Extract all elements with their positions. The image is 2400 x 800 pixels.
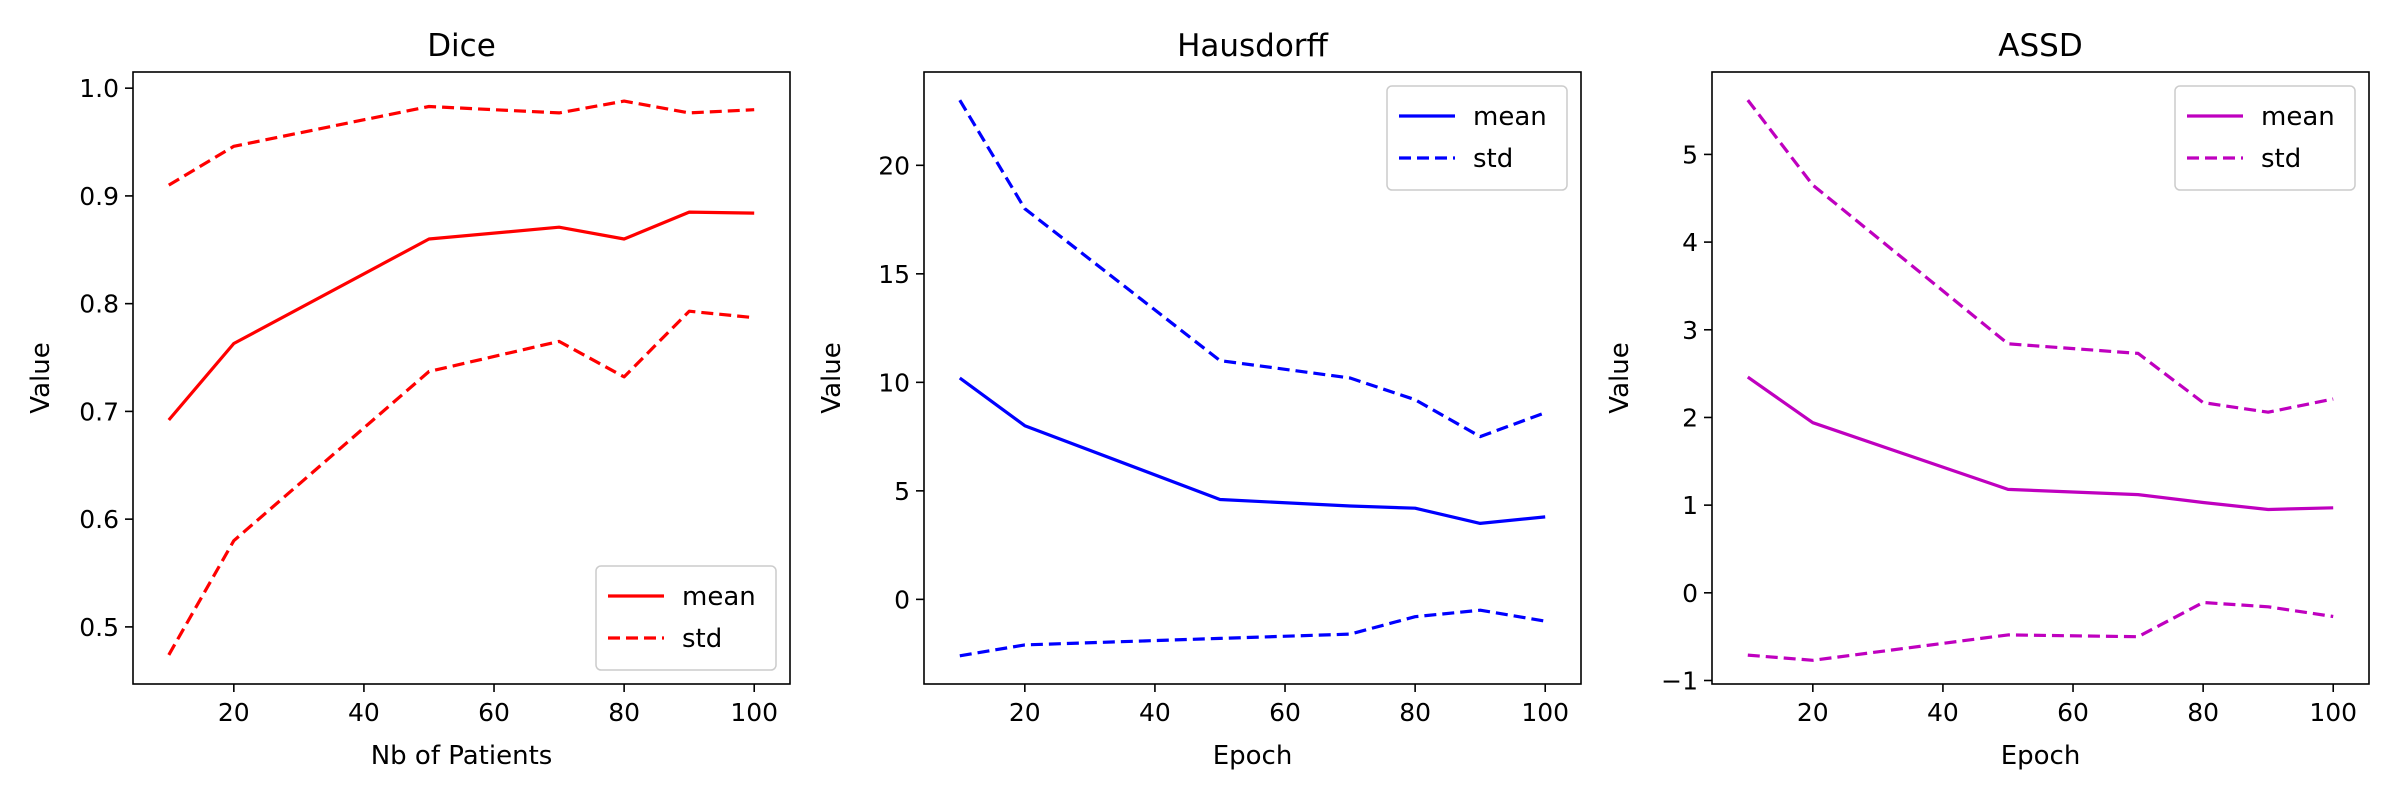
series-line-std-0 — [167, 99, 755, 187]
y-axis-label-1: Value — [817, 342, 847, 413]
x-axis-label-2: Epoch — [2001, 741, 2081, 771]
legend-box-1 — [1386, 85, 1568, 191]
y-tick-label-2-6: 5 — [1682, 140, 1698, 169]
series-line-lower-2-0 — [167, 309, 755, 656]
chart-title-1: Hausdorff — [1177, 28, 1328, 64]
y-tick-label-2-0: −1 — [1661, 666, 1698, 695]
legend-2: mean std — [2174, 85, 2356, 191]
x-tick-label-0-3: 80 — [608, 698, 640, 727]
y-tick-label-0-3: 0.8 — [79, 290, 119, 319]
chart-title-0: Dice — [427, 28, 496, 64]
x-tick-label-2-4: 100 — [2309, 698, 2357, 727]
x-axis-label-0: Nb of Patients — [371, 741, 553, 771]
series-line-lower-2-1 — [959, 608, 1546, 658]
x-tick-label-1-2: 60 — [1269, 698, 1301, 727]
series-line-std-1 — [958, 99, 1546, 439]
y-tick-label-1-3: 15 — [878, 260, 910, 289]
legend-box-0 — [595, 565, 777, 671]
plot-frame-0 — [132, 71, 791, 685]
series-line-mean-1 — [958, 376, 1546, 526]
legend-label-std-1: std — [1473, 144, 1513, 174]
series-line-mean-2 — [1746, 375, 2334, 512]
legend-label-mean-2: mean — [2261, 102, 2335, 132]
y-tick-label-2-1: 0 — [1682, 579, 1698, 608]
x-tick-label-1-1: 40 — [1139, 698, 1171, 727]
series-line-std-2 — [1746, 99, 2334, 414]
y-tick-label-0-4: 0.9 — [79, 182, 119, 211]
y-axis-label-0: Value — [26, 342, 56, 413]
y-tick-label-1-1: 5 — [894, 477, 910, 506]
x-tick-label-1-0: 20 — [1009, 698, 1041, 727]
plot-frame-1 — [923, 71, 1582, 685]
x-tick-label-2-1: 40 — [1927, 698, 1959, 727]
y-tick-label-1-4: 20 — [878, 151, 910, 180]
series-line-mean-0 — [167, 210, 755, 422]
x-axis-label-1: Epoch — [1213, 741, 1293, 771]
legend-box-2 — [2174, 85, 2356, 191]
y-tick-label-1-2: 10 — [878, 368, 910, 397]
y-axis-label-2: Value — [1605, 342, 1635, 413]
y-tick-label-2-3: 2 — [1682, 403, 1698, 432]
x-tick-label-2-3: 80 — [2187, 698, 2219, 727]
chart-panel-2: 20 40 60 80 100 −1 0 1 2 3 4 5 ASSD Epoch Value mean std — [1605, 28, 2370, 771]
legend-0: mean std — [595, 565, 777, 671]
chart-panel-0: 20 40 60 80 100 0.5 0.6 0.7 0.8 0.9 1.0 Dice Nb of P… — [26, 28, 791, 771]
y-tick-label-2-4: 3 — [1682, 316, 1698, 345]
legend-1: mean std — [1386, 85, 1568, 191]
series-line-lower-2-2 — [1747, 600, 2334, 662]
x-tick-label-2-0: 20 — [1797, 698, 1829, 727]
plot-frame-2 — [1711, 71, 2370, 685]
legend-label-std-2: std — [2261, 144, 2301, 174]
chart-panel-1: 20 40 60 80 100 0 5 10 15 20 Hausdorff Epoch Value me… — [817, 28, 1582, 771]
x-tick-label-0-4: 100 — [730, 698, 778, 727]
y-tick-label-2-2: 1 — [1682, 491, 1698, 520]
y-tick-label-1-0: 0 — [894, 585, 910, 614]
x-tick-label-0-0: 20 — [218, 698, 250, 727]
x-tick-label-0-1: 40 — [348, 698, 380, 727]
x-tick-label-1-4: 100 — [1521, 698, 1569, 727]
y-tick-label-2-5: 4 — [1682, 228, 1698, 257]
y-tick-label-0-2: 0.7 — [79, 397, 119, 426]
x-tick-label-0-2: 60 — [478, 698, 510, 727]
legend-label-mean-1: mean — [1473, 102, 1547, 132]
x-tick-label-1-3: 80 — [1399, 698, 1431, 727]
y-tick-label-0-5: 1.0 — [79, 74, 119, 103]
chart-title-2: ASSD — [1998, 28, 2082, 64]
legend-label-mean-0: mean — [682, 582, 756, 612]
y-tick-label-0-1: 0.6 — [79, 505, 119, 534]
legend-label-std-0: std — [682, 624, 722, 654]
x-tick-label-2-2: 60 — [2057, 698, 2089, 727]
y-tick-label-0-0: 0.5 — [79, 613, 119, 642]
